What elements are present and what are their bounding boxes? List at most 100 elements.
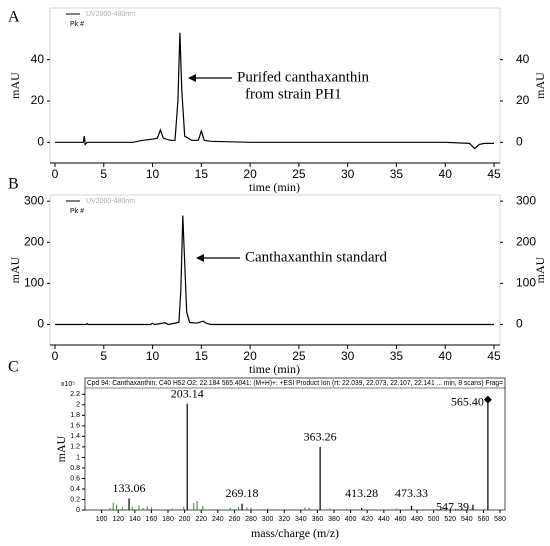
legend-label: Pk # [70, 208, 84, 215]
peak-label: 269.18 [226, 486, 259, 500]
x-tick-label: 200 [179, 516, 191, 523]
x-tick-label: 500 [428, 516, 440, 523]
x-tick-label: 360 [312, 516, 324, 523]
x-tick-label: 10 [146, 349, 160, 363]
arrow-head [188, 74, 196, 82]
y-tick-label: 1.4 [70, 433, 80, 440]
y-tick-label: 0.4 [70, 486, 80, 493]
x-tick-label: 40 [439, 349, 453, 363]
x-tick-label: 45 [487, 349, 501, 363]
x-tick-label: 0 [52, 349, 59, 363]
x-tick-label: 580 [494, 516, 506, 523]
x-tick-label: 420 [361, 516, 373, 523]
peak-label: 565.40 [451, 394, 484, 408]
x-axis-label: mass/charge (m/z) [251, 526, 339, 540]
y-tick-label: 2.2 [70, 391, 80, 398]
peak-label: 133.06 [113, 481, 146, 495]
chromatogram-line [55, 32, 494, 150]
y-tick-label: 0 [37, 317, 44, 331]
x-tick-label: 520 [444, 516, 456, 523]
x-tick-label: 20 [243, 167, 257, 181]
x-tick-label: 460 [395, 516, 407, 523]
x-tick-label: 560 [478, 516, 490, 523]
x-tick-label: 120 [112, 516, 124, 523]
x-tick-label: 300 [262, 516, 274, 523]
y-tick-label: 200 [24, 234, 44, 248]
y-tick-label: 0.6 [70, 475, 80, 482]
x-tick-label: 15 [195, 167, 209, 181]
x-tick-label: 0 [52, 167, 59, 181]
x-tick-label: 180 [162, 516, 174, 523]
x-tick-label: 140 [129, 516, 141, 523]
x-tick-label: 30 [341, 167, 355, 181]
x-tick-label: 440 [378, 516, 390, 523]
precursor-marker [483, 395, 492, 404]
y2-tick-label: 0 [516, 317, 523, 331]
y-tick-label: 40 [31, 52, 45, 66]
x-tick-label: 220 [195, 516, 207, 523]
y-tick-label: 1.6 [70, 423, 80, 430]
plot-frame [84, 377, 506, 511]
y-tick-label: 1.2 [70, 444, 80, 451]
x-tick-label: 25 [292, 349, 306, 363]
y-tick-label: 300 [24, 193, 44, 207]
x-tick-label: 40 [439, 167, 453, 181]
x-tick-label: 340 [295, 516, 307, 523]
y-tick-label: 20 [31, 93, 45, 107]
y-tick-label: 1 [76, 454, 80, 461]
y-axis-label: mAU [8, 256, 22, 283]
legend-sub: UV2000-480nm [86, 11, 135, 18]
y-axis-label: mAU [8, 72, 22, 99]
y2-axis-label: mAU [533, 256, 547, 283]
peak-label: 547.39 [436, 499, 469, 513]
y2-tick-label: 20 [516, 93, 530, 107]
panel-label: A [8, 9, 20, 26]
y-tick-label: 0.8 [70, 465, 80, 472]
x-tick-label: 30 [341, 349, 355, 363]
y2-tick-label: 300 [516, 193, 536, 207]
x-tick-label: 240 [212, 516, 224, 523]
peak-label: 363.26 [304, 430, 337, 444]
x-tick-label: 380 [328, 516, 340, 523]
plot-frame [49, 194, 501, 346]
x-tick-label: 100 [96, 516, 108, 523]
y2-tick-label: 200 [516, 234, 536, 248]
y-tick-label: 2 [76, 402, 80, 409]
y-tick-label: 0.2 [70, 496, 80, 503]
x-tick-label: 540 [461, 516, 473, 523]
arrow-head [196, 254, 204, 262]
x-tick-label: 20 [243, 349, 257, 363]
x-tick-label: 400 [345, 516, 357, 523]
legend-sub: UV2000-480nm [86, 198, 135, 205]
x-tick-label: 320 [278, 516, 290, 523]
x-tick-label: 260 [229, 516, 241, 523]
annotation: from strain PH1 [245, 86, 342, 102]
y-scale-label: x10⁵ [61, 381, 75, 388]
annotation: Purifed canthaxanthin [237, 69, 370, 85]
peak-label: 473.33 [395, 486, 428, 500]
x-tick-label: 35 [390, 167, 404, 181]
x-tick-label: 160 [146, 516, 158, 523]
x-tick-label: 45 [487, 167, 501, 181]
y2-axis-label: mAU [533, 72, 547, 99]
x-tick-label: 35 [390, 349, 404, 363]
y-tick-label: 0 [37, 135, 44, 149]
panel-label: C [8, 359, 19, 376]
x-tick-label: 5 [100, 167, 107, 181]
x-tick-label: 480 [411, 516, 423, 523]
annotation: Canthaxanthin standard [245, 249, 388, 265]
y-axis-label: mAU [54, 435, 68, 462]
panel-label: B [8, 176, 19, 193]
y2-tick-label: 100 [516, 276, 536, 290]
x-tick-label: 280 [245, 516, 257, 523]
y-tick-label: 1.8 [70, 412, 80, 419]
x-axis-label: time (min) [249, 362, 300, 376]
x-tick-label: 25 [292, 167, 306, 181]
y-tick-label: 0 [76, 507, 80, 514]
peak-label: 413.28 [345, 486, 378, 500]
y2-tick-label: 40 [516, 52, 530, 66]
chromatogram-line [55, 215, 494, 326]
y2-tick-label: 0 [516, 135, 523, 149]
x-axis-label: time (min) [249, 180, 300, 194]
